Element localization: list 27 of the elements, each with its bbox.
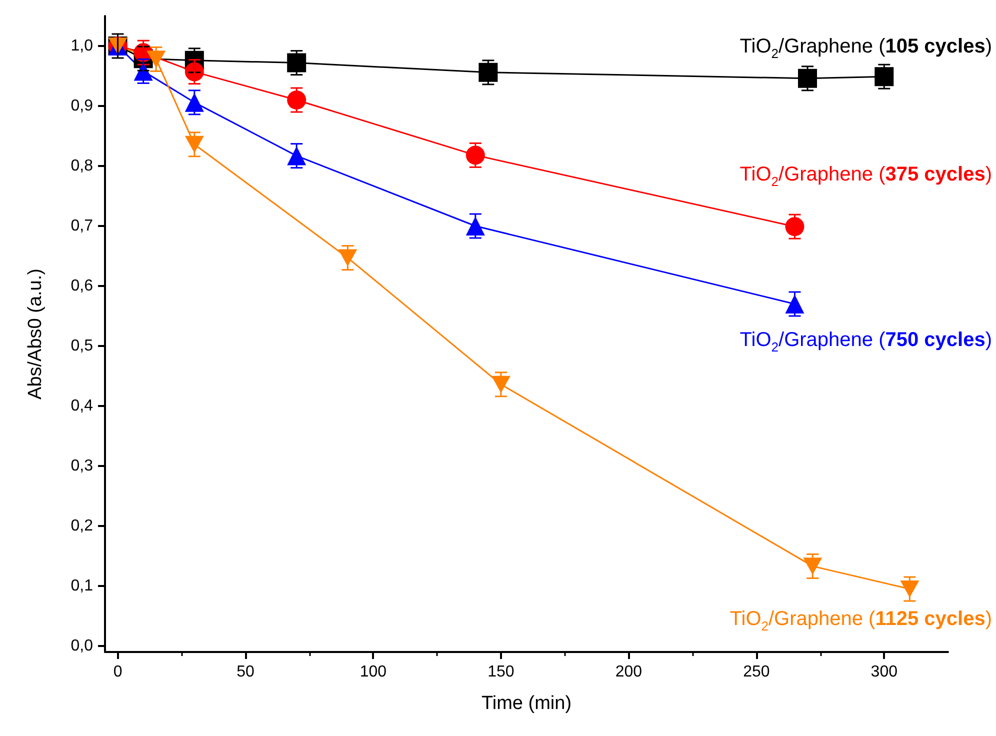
- y-tick-label: 0,6: [70, 278, 94, 294]
- y-tick-label: 0,4: [70, 398, 94, 414]
- point: [466, 146, 485, 165]
- x-tick-label: 50: [236, 664, 254, 680]
- y-tick-label: 0,3: [70, 458, 94, 474]
- x-tick-label: 250: [743, 664, 770, 680]
- point: [287, 90, 306, 110]
- x-tick-label: 100: [360, 664, 387, 680]
- x-tick-label: 200: [615, 664, 642, 680]
- point: [287, 53, 306, 72]
- point: [874, 67, 894, 86]
- point: [798, 68, 817, 88]
- x-tick-label: 150: [488, 664, 514, 680]
- y-tick-label: 0,0: [70, 638, 94, 654]
- y-tick-label: 0,8: [70, 158, 94, 174]
- y-tick-label: 0,5: [70, 338, 94, 354]
- x-tick-label: 0: [113, 664, 122, 680]
- point: [478, 62, 498, 82]
- y-tick-label: 0,9: [70, 98, 94, 114]
- y-tick-label: 1,0: [70, 38, 94, 54]
- x-tick-label: 300: [870, 664, 898, 680]
- point: [785, 217, 804, 236]
- y-tick-label: 0,1: [70, 578, 94, 594]
- x-axis-title: Time (min): [481, 693, 572, 714]
- y-tick-label: 0,2: [70, 518, 94, 534]
- y-axis-title: Abs/Abs0 (a.u.): [25, 268, 46, 400]
- y-tick-label: 0,7: [70, 218, 94, 234]
